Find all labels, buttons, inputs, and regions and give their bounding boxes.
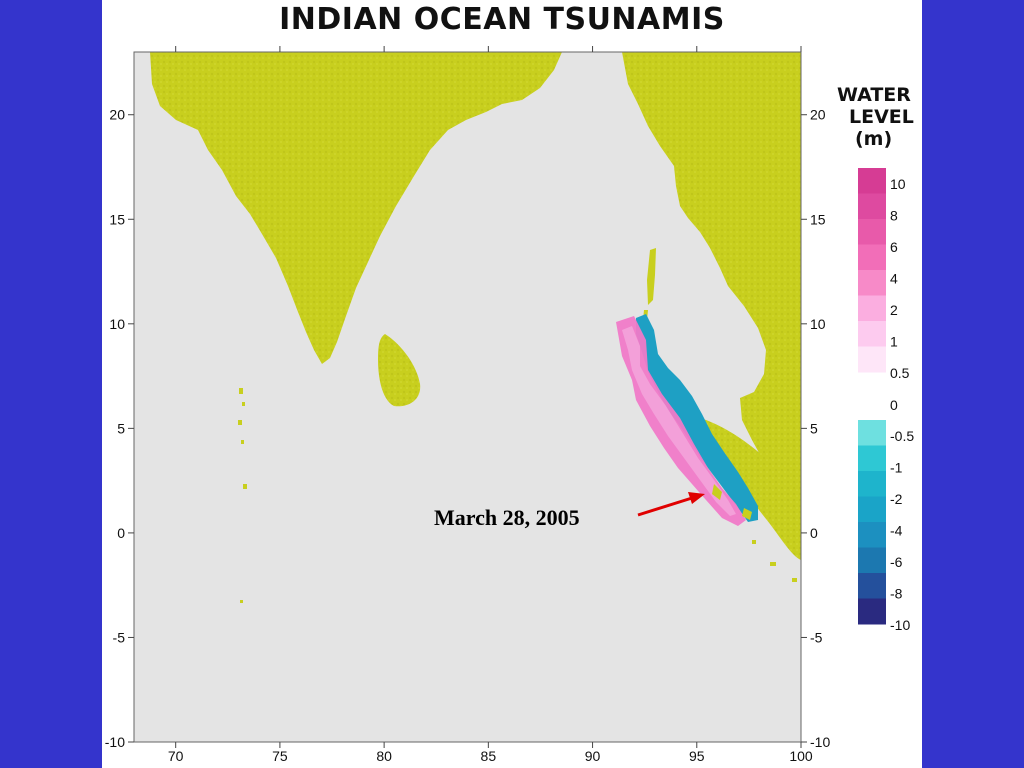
legend-label-positive: 6 — [890, 239, 898, 255]
page-title: INDIAN OCEAN TSUNAMIS — [279, 2, 725, 37]
slide: INDIAN OCEAN TSUNAMIS — [102, 0, 922, 768]
legend-swatch-positive — [858, 346, 886, 373]
mentawai-islands — [752, 540, 797, 582]
x-tick-label: 70 — [168, 748, 184, 764]
legend-title-line: LEVEL — [849, 106, 914, 128]
india-landmass — [150, 52, 562, 364]
legend-label-negative: -0.5 — [890, 428, 914, 444]
x-tick-label: 80 — [376, 748, 392, 764]
legend-label-negative: -2 — [890, 491, 903, 507]
y-tick-label-right: -5 — [810, 629, 823, 645]
legend-swatch-positive — [858, 168, 886, 194]
y-tick-label-right: 0 — [810, 525, 818, 541]
legend-swatch-negative — [858, 420, 886, 446]
positive-wave-band — [616, 316, 746, 526]
legend-swatch-positive — [858, 193, 886, 220]
y-tick-label-left: -10 — [105, 734, 125, 750]
y-tick-label-left: 15 — [109, 211, 125, 227]
y-tick-label-right: -10 — [810, 734, 830, 750]
legend-label-positive: 2 — [890, 302, 898, 318]
legend-label-negative: -4 — [890, 523, 903, 539]
legend-label-positive: 8 — [890, 208, 898, 224]
andaman-islands — [647, 248, 656, 305]
legend-label-positive: 4 — [890, 271, 898, 287]
negative-wave-band — [636, 314, 758, 522]
legend-swatch-negative — [858, 496, 886, 523]
y-tick-label-left: 0 — [117, 525, 125, 541]
event-date-annotation: March 28, 2005 — [434, 505, 580, 530]
y-tick-label-right: 5 — [810, 420, 818, 436]
legend-title-line: (m) — [855, 128, 893, 150]
legend-label-negative: -6 — [890, 554, 903, 570]
legend-swatch-negative — [858, 598, 886, 625]
legend-label-positive: 10 — [890, 176, 906, 192]
y-tick-label-right: 15 — [810, 211, 826, 227]
sri-lanka-landmass — [378, 334, 421, 407]
southeast-asia-landmass — [622, 52, 801, 520]
legend-swatch-positive — [858, 321, 886, 347]
legend-swatch-positive — [858, 244, 886, 271]
legend-title-line: WATER — [837, 84, 911, 106]
legend-label-positive: 1 — [890, 334, 898, 350]
x-tick-label: 85 — [481, 748, 497, 764]
y-tick-label-left: 10 — [109, 316, 125, 332]
legend-swatch-negative — [858, 522, 886, 548]
legend-swatch-positive — [858, 219, 886, 245]
legend-label-negative: -10 — [890, 617, 910, 633]
legend-label-zero: 0 — [890, 397, 898, 413]
y-tick-label-left: 20 — [109, 107, 125, 123]
y-tick-label-left: 5 — [117, 420, 125, 436]
legend-swatch-positive — [858, 270, 886, 296]
legend-swatch-negative — [858, 573, 886, 599]
tsunami-source-zone — [616, 314, 758, 526]
legend-label-positive: 0.5 — [890, 365, 910, 381]
legend-swatch-negative — [858, 445, 886, 472]
y-tick-label-right: 20 — [810, 107, 826, 123]
legend-swatch-positive — [858, 295, 886, 322]
axis-ticks: 70 75 80 85 90 95 100 20 20 15 15 10 10 5 5 0 0 -5 -5 -10 -1… — [105, 46, 830, 764]
legend-swatch-negative — [858, 547, 886, 574]
x-tick-label: 90 — [585, 748, 601, 764]
maldives-islands — [238, 388, 247, 603]
sumatra-landmass — [700, 418, 801, 560]
plot-border — [133, 51, 802, 743]
y-tick-label-left: -5 — [113, 629, 126, 645]
legend-swatch-negative — [858, 471, 886, 497]
legend-label-negative: -1 — [890, 460, 903, 476]
legend-label-negative: -8 — [890, 586, 903, 602]
water-level-legend: 10 8 6 4 2 1 0.5 0 -0.5 -1 -2 -4 -6 -8 -10 — [858, 168, 914, 633]
x-tick-label: 75 — [272, 748, 288, 764]
x-tick-label: 95 — [689, 748, 705, 764]
y-tick-label-right: 10 — [810, 316, 826, 332]
annotation-arrow — [637, 492, 705, 517]
x-tick-label: 100 — [789, 748, 813, 764]
legend-title: WATER LEVEL (m) — [837, 84, 914, 150]
